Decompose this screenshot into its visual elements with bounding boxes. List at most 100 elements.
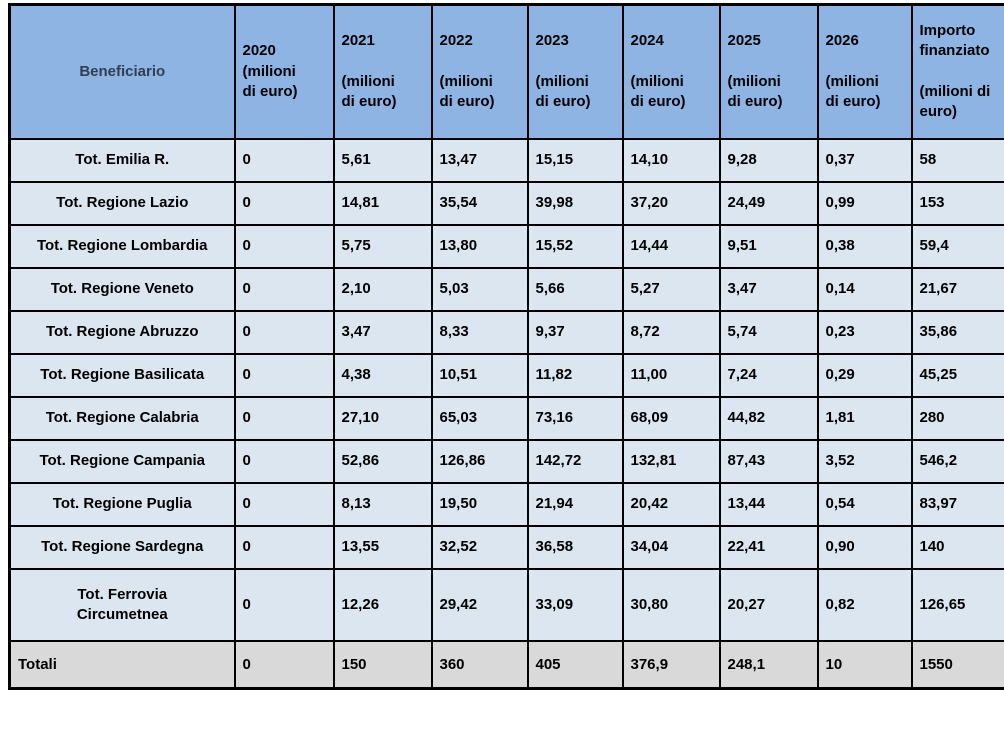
cell-y2024: 5,27 [621, 266, 721, 312]
cell-y2023: 142,72 [526, 438, 624, 484]
cell-y2022: 10,51 [430, 352, 529, 398]
cell-importo: 546,2 [910, 438, 1004, 484]
table-body: Tot. Emilia R. 0 5,61 13,47 15,15 14,10 9,28 0,… [8, 137, 1004, 690]
column-header-y2025: 2025 (milioni di euro) [718, 3, 819, 140]
table-row: Tot. Emilia R. 0 5,61 13,47 15,15 14,10 9,28 0,… [8, 137, 1004, 183]
cell-y2024: 37,20 [621, 180, 721, 226]
cell-y2021: 5,61 [332, 137, 433, 183]
cell-y2025: 9,28 [718, 137, 819, 183]
cell-y2021: 12,26 [332, 567, 433, 642]
table-header: Beneficiario 2020 (milioni di euro) 2021 (… [8, 3, 1004, 140]
cell-y2025: 20,27 [718, 567, 819, 642]
table-row: Tot. Regione Puglia 0 8,13 19,50 21,94 20,42 1… [8, 481, 1004, 527]
cell-y2021: 3,47 [332, 309, 433, 355]
column-header-y2026: 2026 (milioni di euro) [816, 3, 913, 140]
table-row: Tot. Regione Lazio 0 14,81 35,54 39,98 37,20 2… [8, 180, 1004, 226]
cell-importo: 58 [910, 137, 1004, 183]
cell-importo: 45,25 [910, 352, 1004, 398]
cell-y2026: 0,38 [816, 223, 913, 269]
cell-y2022: 35,54 [430, 180, 529, 226]
cell-y2026: 3,52 [816, 438, 913, 484]
cell-y2026: 0,99 [816, 180, 913, 226]
cell-y2023: 73,16 [526, 395, 624, 441]
totals-row: Totali 0 150 360 405 376,9 248,1 10 1550 [8, 639, 1004, 690]
cell-y2023: 36,58 [526, 524, 624, 570]
cell-importo: 1550 [910, 639, 1004, 690]
cell-y2023: 5,66 [526, 266, 624, 312]
cell-y2025: 87,43 [718, 438, 819, 484]
cell-y2026: 0,54 [816, 481, 913, 527]
row-label: Tot. Regione Campania [8, 438, 236, 484]
cell-y2025: 5,74 [718, 309, 819, 355]
cell-y2020: 0 [233, 481, 335, 527]
cell-y2021: 13,55 [332, 524, 433, 570]
cell-importo: 126,65 [910, 567, 1004, 642]
cell-y2022: 13,80 [430, 223, 529, 269]
column-header-y2024: 2024 (milioni di euro) [621, 3, 721, 140]
column-header-y2023: 2023 (milioni di euro) [526, 3, 624, 140]
financing-table: Beneficiario 2020 (milioni di euro) 2021 (… [8, 3, 1004, 690]
cell-y2020: 0 [233, 352, 335, 398]
cell-importo: 59,4 [910, 223, 1004, 269]
cell-y2022: 65,03 [430, 395, 529, 441]
cell-y2020: 0 [233, 524, 335, 570]
cell-y2024: 11,00 [621, 352, 721, 398]
cell-y2024: 14,10 [621, 137, 721, 183]
cell-y2022: 8,33 [430, 309, 529, 355]
table-row: Tot. Regione Basilicata 0 4,38 10,51 11,82 11… [8, 352, 1004, 398]
cell-y2024: 132,81 [621, 438, 721, 484]
cell-y2022: 19,50 [430, 481, 529, 527]
cell-y2021: 52,86 [332, 438, 433, 484]
cell-y2022: 5,03 [430, 266, 529, 312]
cell-y2020: 0 [233, 266, 335, 312]
row-label: Tot. Emilia R. [8, 137, 236, 183]
cell-importo: 35,86 [910, 309, 1004, 355]
cell-y2023: 15,52 [526, 223, 624, 269]
column-header-importo: Importo finanziato (milioni di euro) [910, 3, 1004, 140]
table-row: Tot. Regione Sardegna 0 13,55 32,52 36,58 34,… [8, 524, 1004, 570]
cell-y2021: 8,13 [332, 481, 433, 527]
cell-y2021: 4,38 [332, 352, 433, 398]
cell-importo: 280 [910, 395, 1004, 441]
cell-y2025: 44,82 [718, 395, 819, 441]
cell-y2025: 24,49 [718, 180, 819, 226]
row-label: Tot. Regione Calabria [8, 395, 236, 441]
cell-y2025: 7,24 [718, 352, 819, 398]
column-header-y2021: 2021 (milioni di euro) [332, 3, 433, 140]
table-row: Tot. Regione Abruzzo 0 3,47 8,33 9,37 8,72 5,7… [8, 309, 1004, 355]
cell-y2022: 32,52 [430, 524, 529, 570]
row-label: Tot. Regione Abruzzo [8, 309, 236, 355]
table-row: Tot. Regione Lombardia 0 5,75 13,80 15,52 14,… [8, 223, 1004, 269]
cell-y2023: 39,98 [526, 180, 624, 226]
cell-y2023: 405 [526, 639, 624, 690]
cell-y2021: 14,81 [332, 180, 433, 226]
cell-y2026: 0,29 [816, 352, 913, 398]
cell-importo: 153 [910, 180, 1004, 226]
row-label: Tot. Regione Veneto [8, 266, 236, 312]
cell-y2022: 13,47 [430, 137, 529, 183]
cell-y2021: 150 [332, 639, 433, 690]
cell-y2024: 8,72 [621, 309, 721, 355]
cell-y2023: 33,09 [526, 567, 624, 642]
cell-y2026: 0,23 [816, 309, 913, 355]
column-header-y2022: 2022 (milioni di euro) [430, 3, 529, 140]
cell-y2020: 0 [233, 395, 335, 441]
cell-y2020: 0 [233, 639, 335, 690]
cell-y2022: 29,42 [430, 567, 529, 642]
column-header-beneficiario: Beneficiario [8, 3, 236, 140]
table-row: Tot. Regione Calabria 0 27,10 65,03 73,16 68,… [8, 395, 1004, 441]
row-label: Tot. Ferrovia Circumetnea [8, 567, 236, 642]
cell-y2020: 0 [233, 438, 335, 484]
cell-y2021: 2,10 [332, 266, 433, 312]
cell-importo: 21,67 [910, 266, 1004, 312]
cell-y2020: 0 [233, 309, 335, 355]
cell-y2021: 27,10 [332, 395, 433, 441]
cell-y2021: 5,75 [332, 223, 433, 269]
cell-importo: 83,97 [910, 481, 1004, 527]
row-label: Tot. Regione Lombardia [8, 223, 236, 269]
cell-y2026: 0,82 [816, 567, 913, 642]
cell-y2024: 14,44 [621, 223, 721, 269]
cell-y2022: 126,86 [430, 438, 529, 484]
cell-importo: 140 [910, 524, 1004, 570]
row-label: Tot. Regione Sardegna [8, 524, 236, 570]
